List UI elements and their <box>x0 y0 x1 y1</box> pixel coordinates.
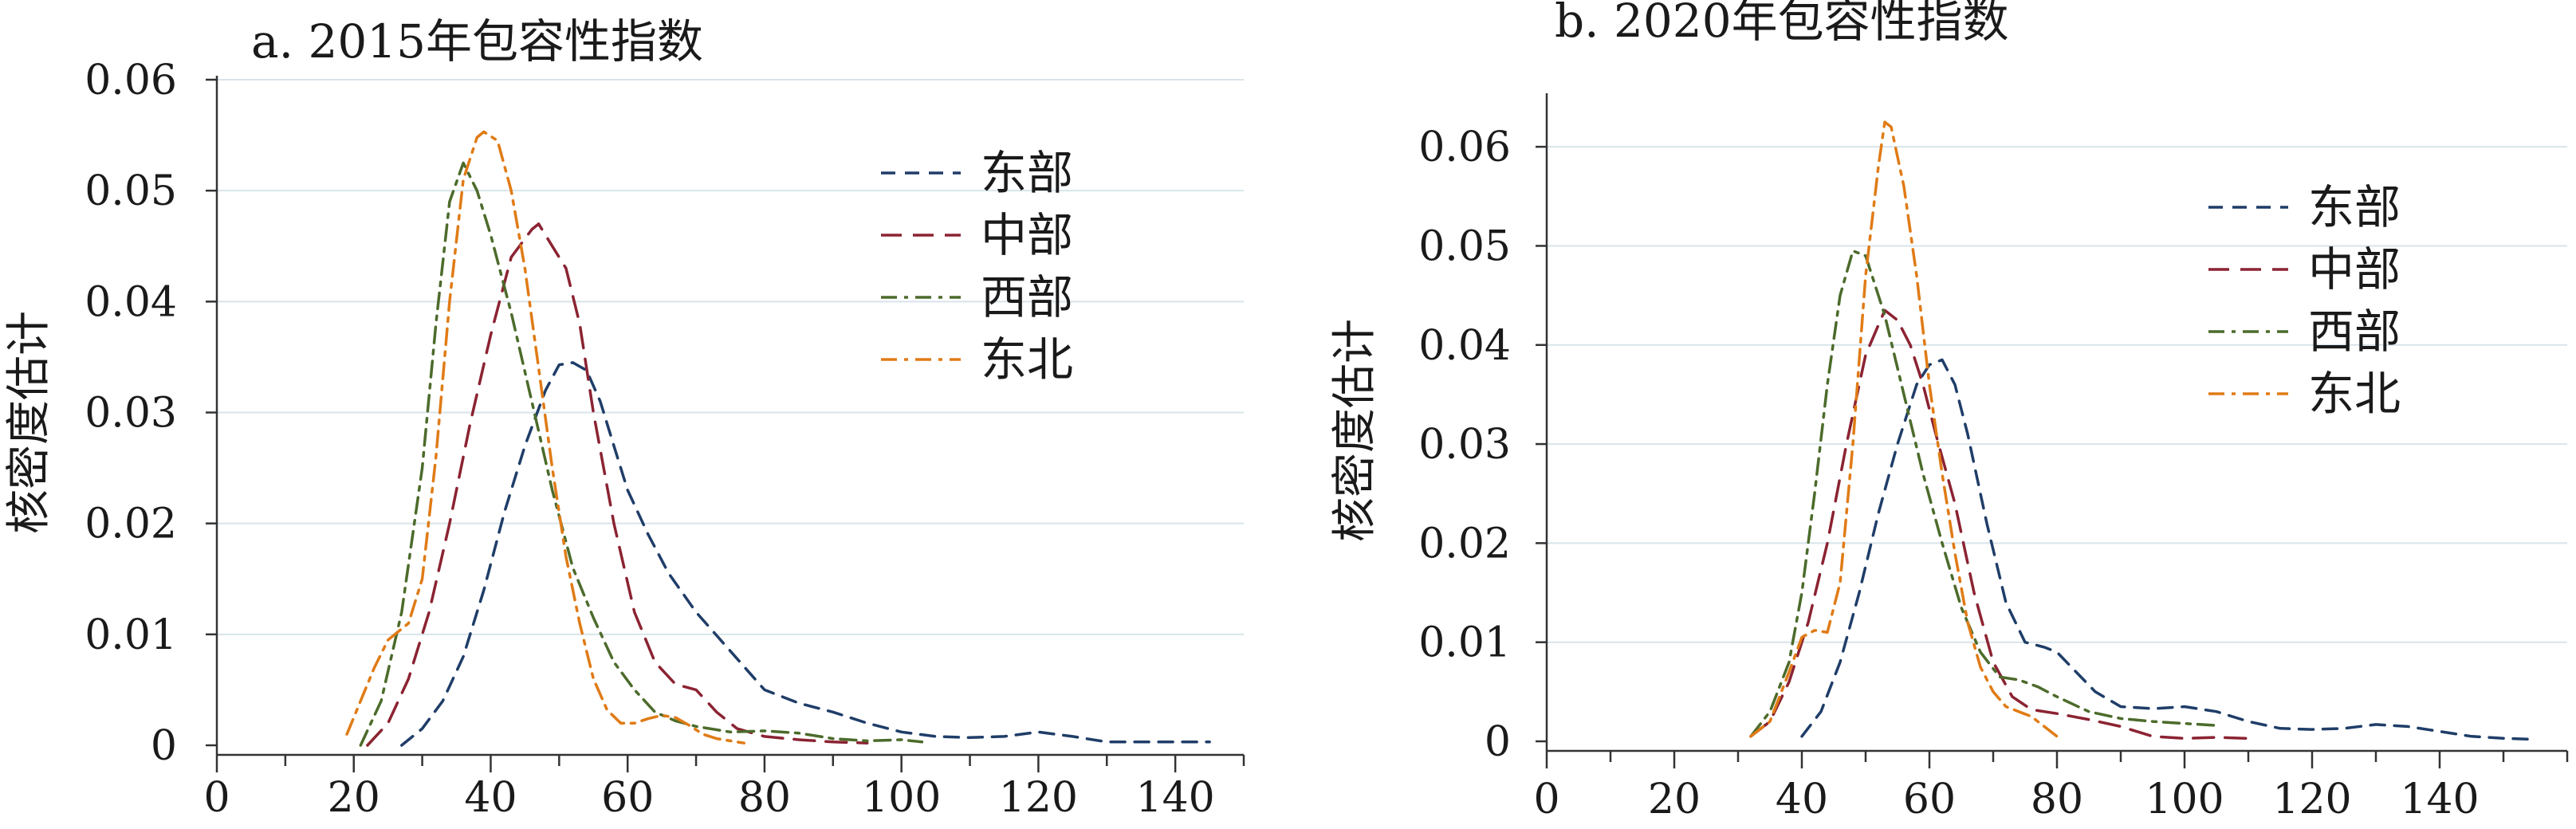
panel-a-2015: a. 2015年包容性指数 核密度估计 0 0.01 0.02 0.03 0.04 0.0… <box>3 14 1245 822</box>
y-tick-label: 0.04 <box>85 278 177 326</box>
series-line-1 <box>1800 358 2537 741</box>
x-tick-label: 40 <box>1776 776 1828 823</box>
x-tick-label: 80 <box>2031 776 2083 823</box>
series-line-2 <box>1749 308 2250 741</box>
y-tick-label: 0.05 <box>85 167 177 215</box>
x-tick-label: 60 <box>1903 776 1956 823</box>
x-tick-label: 140 <box>1136 774 1215 822</box>
x-tick-label: 40 <box>464 774 517 822</box>
legend-label: 东北 <box>2308 367 2401 421</box>
x-tick-label: 120 <box>2272 776 2351 823</box>
panel-b-title: b. 2020年包容性指数 <box>1555 0 2009 48</box>
x-tick-label: 100 <box>2145 776 2224 823</box>
y-tick-label: 0.03 <box>85 390 177 438</box>
panel-b-y-axis-label: 核密度估计 <box>1329 319 1381 542</box>
y-tick-label: 0.06 <box>85 57 177 104</box>
legend-label: 中部 <box>981 208 1073 262</box>
x-tick-label: 80 <box>738 774 791 822</box>
legend-label: 中部 <box>2308 242 2401 297</box>
legend-label: 东北 <box>981 332 1073 387</box>
legend-label: 东部 <box>981 146 1073 200</box>
y-tick-label: 0.05 <box>1418 222 1511 270</box>
y-tick-label: 0.02 <box>1418 520 1511 568</box>
x-tick-label: 20 <box>1648 776 1701 823</box>
y-tick-label: 0.01 <box>1418 619 1511 667</box>
x-tick-label: 100 <box>862 774 941 822</box>
x-tick-label: 60 <box>601 774 654 822</box>
series-line-1 <box>400 361 1211 747</box>
legend-label: 东部 <box>2308 180 2401 234</box>
series-line-4 <box>1749 120 2059 738</box>
y-tick-label: 0.03 <box>1418 421 1511 469</box>
y-tick-label: 0 <box>1485 718 1511 766</box>
x-tick-label: 0 <box>203 774 230 822</box>
y-tick-label: 0.01 <box>85 611 177 659</box>
legend-label: 西部 <box>981 270 1073 324</box>
y-tick-label: 0 <box>151 722 177 770</box>
y-tick-label: 0.02 <box>85 501 177 548</box>
y-tick-label: 0.04 <box>1418 322 1511 370</box>
panel-b-2020: b. 2020年包容性指数 核密度估计 0 0.01 0.02 0.03 0.04 0.0… <box>1329 0 2569 823</box>
y-tick-label: 0.06 <box>1418 124 1511 171</box>
x-tick-label: 140 <box>2400 776 2479 823</box>
series-line-3 <box>359 161 924 747</box>
series-line-2 <box>366 222 869 747</box>
legend-label: 西部 <box>2308 304 2401 359</box>
x-tick-label: 20 <box>328 774 380 822</box>
x-tick-label: 120 <box>999 774 1078 822</box>
panel-a-y-axis-label: 核密度估计 <box>3 311 55 534</box>
x-tick-label: 0 <box>1533 776 1559 823</box>
panel-a-title: a. 2015年包容性指数 <box>251 14 703 69</box>
series-line-4 <box>345 130 745 745</box>
series-line-3 <box>1749 249 2218 738</box>
